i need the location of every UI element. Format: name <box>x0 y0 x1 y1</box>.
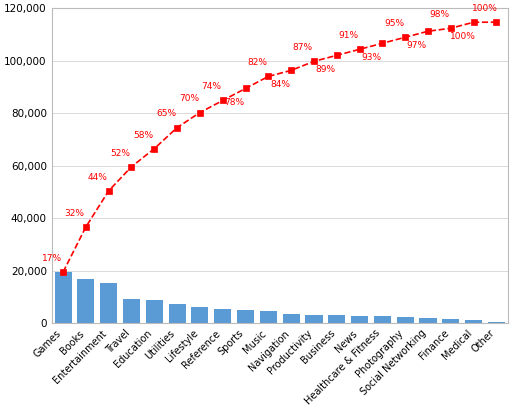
Text: 74%: 74% <box>202 82 222 91</box>
Text: 97%: 97% <box>407 41 427 50</box>
Bar <box>465 321 482 323</box>
Text: 70%: 70% <box>179 95 199 104</box>
Bar <box>100 283 117 323</box>
Text: 84%: 84% <box>270 80 290 89</box>
Bar <box>328 315 345 323</box>
Text: 58%: 58% <box>133 131 153 140</box>
Bar <box>488 322 505 323</box>
Text: 44%: 44% <box>88 173 108 182</box>
Bar <box>260 311 277 323</box>
Text: 91%: 91% <box>338 31 358 40</box>
Bar <box>283 314 300 323</box>
Bar <box>237 310 254 323</box>
Text: 89%: 89% <box>315 65 336 74</box>
Text: 78%: 78% <box>224 98 245 107</box>
Bar <box>442 319 459 323</box>
Text: 100%: 100% <box>473 4 498 13</box>
Bar <box>374 316 391 323</box>
Bar <box>168 305 186 323</box>
Text: 95%: 95% <box>384 19 404 28</box>
Bar <box>214 309 231 323</box>
Text: 65%: 65% <box>156 109 176 118</box>
Bar <box>123 299 140 323</box>
Text: 87%: 87% <box>293 43 313 52</box>
Text: 98%: 98% <box>430 10 450 19</box>
Bar <box>397 317 414 323</box>
Bar <box>419 318 437 323</box>
Text: 93%: 93% <box>361 53 381 62</box>
Bar <box>146 300 163 323</box>
Bar <box>351 316 368 323</box>
Text: 52%: 52% <box>111 149 131 158</box>
Bar <box>305 315 323 323</box>
Text: 17%: 17% <box>42 254 62 263</box>
Bar <box>77 279 94 323</box>
Bar <box>191 307 208 323</box>
Text: 100%: 100% <box>450 32 476 41</box>
Text: 82%: 82% <box>247 58 267 67</box>
Text: 32%: 32% <box>65 209 85 218</box>
Bar <box>54 272 72 323</box>
